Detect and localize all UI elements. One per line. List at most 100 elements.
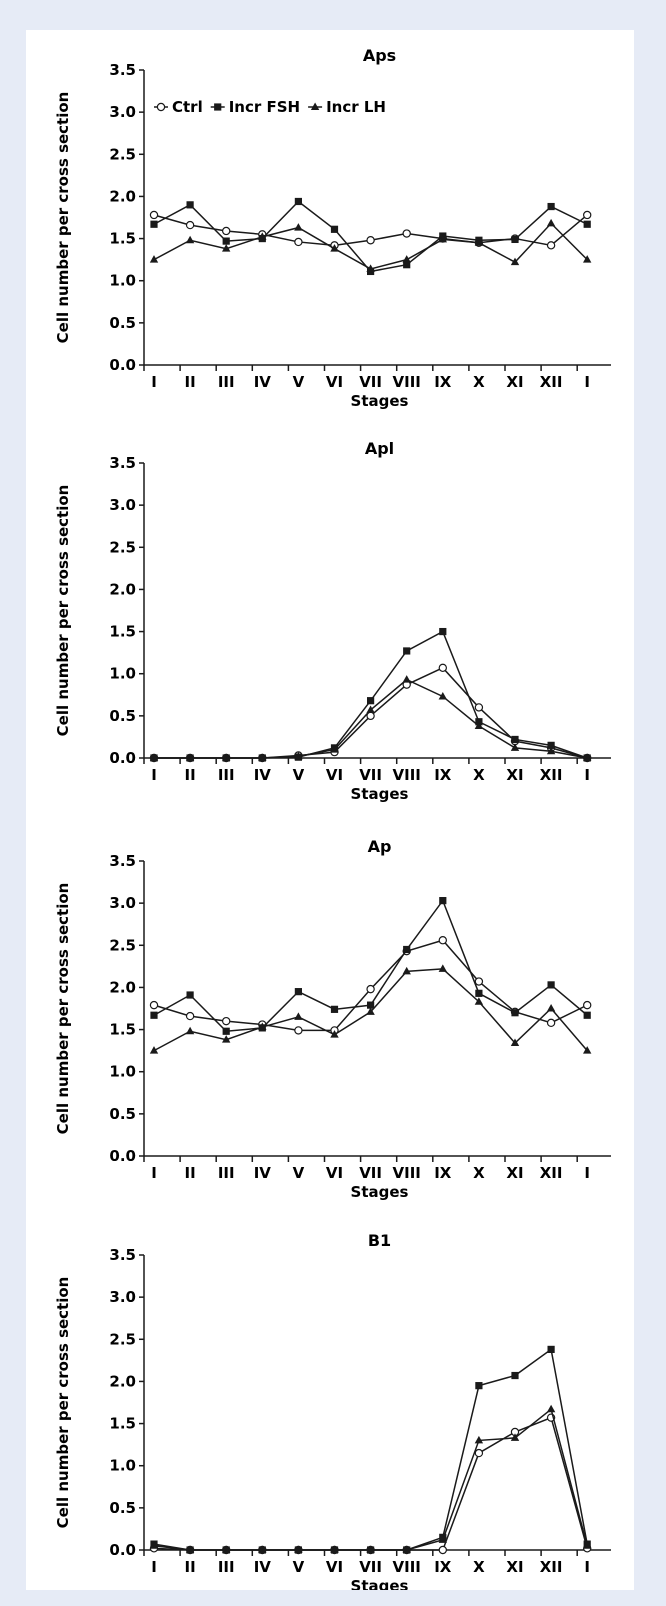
x-axis-label: Stages [351,392,409,410]
data-point [403,945,411,954]
data-point [294,988,302,996]
data-point [511,1371,519,1380]
data-point [438,1545,447,1555]
data-point [546,1404,556,1413]
x-tick-label: IX [434,766,452,784]
series-line [154,630,588,759]
y-axis-label: Cell number per cross section [54,1277,72,1529]
data-point [583,210,592,220]
y-tick-label: 1.0 [109,272,136,290]
y-tick-label: 2.5 [109,1330,136,1348]
data-point [474,721,484,729]
x-tick-label: VIII [393,1558,421,1576]
x-tick-label: IV [254,766,272,784]
x-tick-label: XII [540,373,563,391]
series-incr-fsh [150,627,591,762]
data-point [583,1046,592,1054]
data-point [403,261,411,269]
data-point [474,977,484,986]
legend-marker [214,103,222,111]
data-point [402,229,411,238]
x-tick-label: III [218,1164,235,1182]
data-point [546,1018,556,1028]
data-point [402,675,411,683]
data-point [511,735,519,744]
data-point [583,220,591,228]
data-point [546,1004,556,1012]
data-point [185,1011,195,1021]
x-tick-label: II [185,1558,196,1576]
x-tick-label: I [151,766,157,784]
series-line [153,1416,588,1551]
data-point [366,1545,375,1553]
y-tick-label: 3.5 [109,454,136,472]
y-tick-label: 2.5 [109,538,136,556]
y-tick-label: 0.0 [109,356,136,374]
data-point [546,746,556,755]
x-tick-label: VI [326,1164,343,1182]
x-tick-label: IV [254,1558,272,1576]
y-axis-label: Cell number per cross section [54,485,72,737]
x-axis-label: Stages [351,785,409,803]
data-point [438,936,447,945]
x-tick-label: XII [540,1164,563,1182]
y-tick-label: 0.0 [109,1541,136,1559]
legend-marker [156,102,166,112]
x-tick-label: IX [434,1164,452,1182]
y-tick-label: 1.0 [109,1063,136,1081]
chart-title: B1 [368,1231,391,1250]
data-point [583,1011,591,1019]
y-tick-label: 1.0 [109,1457,136,1475]
series-incr-lh [149,675,592,761]
data-point [330,244,339,252]
x-tick-label: IX [434,373,452,391]
y-tick-label: 3.5 [109,1246,136,1264]
data-point [583,1541,592,1549]
x-tick-label: III [218,1558,235,1576]
data-point [583,1000,592,1010]
data-point [438,964,447,972]
data-point [546,218,556,227]
x-tick-label: V [293,1558,305,1576]
data-point [366,984,375,994]
series-incr-lh [149,218,592,272]
chart-title: Apl [365,439,394,458]
figure-panel: Aps 0.0 0.5 1.0 1.5 2.0 2.5 3.0 3.5 I II III IV V VI VI… [26,30,634,1590]
y-tick-label: 2.0 [109,580,136,598]
legend-label: Incr LH [326,98,386,116]
x-tick-label: I [584,1164,590,1182]
y-tick-label: 1.5 [109,1021,136,1039]
data-point [583,255,592,263]
x-tick-label: IX [434,1558,452,1576]
data-point [258,753,267,761]
data-point [222,244,231,252]
data-point [402,1545,411,1553]
x-tick-label: IV [254,373,272,391]
y-axis-label: Cell number per cross section [54,883,72,1135]
legend-marker [310,102,320,110]
data-point [474,1448,484,1458]
data-point [222,753,231,761]
data-point [438,691,447,700]
data-point [330,1030,339,1038]
x-tick-label: V [293,766,305,784]
data-point [402,255,411,263]
x-tick-label: V [293,1164,305,1182]
series-incr-lh [149,964,592,1054]
y-tick-label: 3.0 [109,894,136,912]
x-tick-label: XI [506,1558,523,1576]
x-axis-label: Stages [351,1577,409,1590]
data-point [149,1046,159,1054]
data-point [511,1009,519,1017]
data-point [366,236,375,245]
x-tick-label: XI [506,1164,523,1182]
y-tick-label: 2.5 [109,936,136,954]
data-point [294,237,303,247]
y-tick-label: 2.0 [109,1372,136,1390]
data-point [403,647,411,655]
data-point [150,1011,158,1019]
x-tick-label: VI [326,373,343,391]
y-tick-label: 2.0 [109,978,136,996]
y-tick-label: 3.5 [109,852,136,870]
